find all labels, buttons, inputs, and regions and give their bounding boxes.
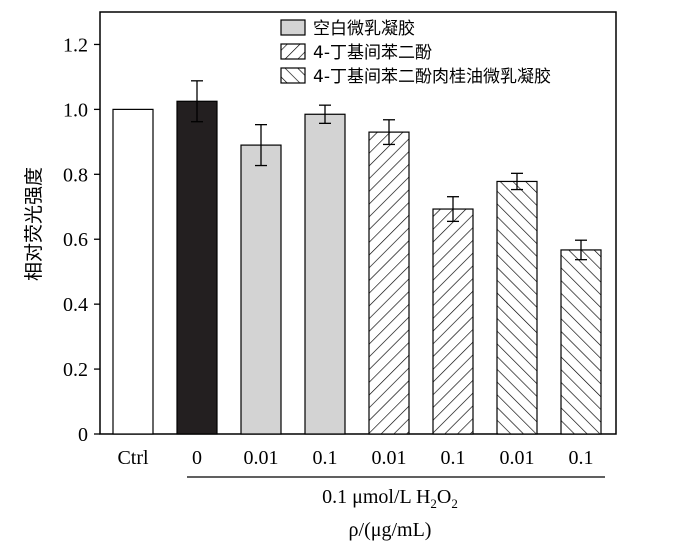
error-bars xyxy=(191,80,587,261)
error-bar-4 xyxy=(319,104,331,124)
plot-frame xyxy=(99,11,617,435)
y-axis: 0 0.2 0.4 0.6 0.8 1.0 1.2 xyxy=(63,34,100,446)
y-tick-label: 1.0 xyxy=(63,99,88,121)
y-tick-label: 0.4 xyxy=(63,294,88,316)
y-tick-label: 0.2 xyxy=(63,359,88,381)
y-axis-label: 相对荧光强度 xyxy=(23,167,45,281)
x-axis-label-treatment: 0.1 μmol/L H2O2 xyxy=(322,486,458,511)
bar-6 xyxy=(432,208,474,435)
x-axis-label-sub1: 2 xyxy=(430,496,437,511)
bar-1 xyxy=(112,108,154,435)
x-axis-label-unit: ρ/(μg/mL) xyxy=(349,519,432,541)
error-bar-8 xyxy=(575,239,587,261)
legend-label: 4-丁基间苯二酚肉桂油微乳凝胶 xyxy=(313,67,551,87)
legend-item: 4-丁基间苯二酚 xyxy=(280,43,432,63)
bar-2 xyxy=(176,100,218,435)
y-tick-label: 1.2 xyxy=(63,34,88,56)
legend: 空白微乳凝胶 4-丁基间苯二酚 4-丁基间苯二酚肉桂油微乳凝胶 xyxy=(280,19,551,87)
error-bar-3 xyxy=(255,123,267,167)
y-tick-label: 0.8 xyxy=(63,164,88,186)
error-bar-5 xyxy=(383,119,395,146)
y-tick-label: 0 xyxy=(78,424,88,446)
error-bar-7 xyxy=(511,172,523,191)
error-bar-6 xyxy=(447,196,459,223)
bar-4 xyxy=(304,113,346,435)
legend-item: 空白微乳凝胶 xyxy=(280,19,415,39)
bar-7 xyxy=(496,180,538,435)
x-tick-label: 0 xyxy=(192,447,202,469)
legend-label: 空白微乳凝胶 xyxy=(313,19,415,39)
legend-item: 4-丁基间苯二酚肉桂油微乳凝胶 xyxy=(280,67,551,87)
bar-3 xyxy=(240,144,282,435)
bar-5 xyxy=(368,131,410,435)
x-tick-label: 0.1 xyxy=(569,447,594,469)
y-tick-label: 0.6 xyxy=(63,229,88,251)
x-axis-label-sub2: 2 xyxy=(451,496,458,511)
x-axis-label-mid: O xyxy=(437,486,451,508)
bars xyxy=(112,100,602,435)
legend-swatch xyxy=(280,43,306,60)
x-tick-label: 0.01 xyxy=(372,447,407,469)
legend-label: 4-丁基间苯二酚 xyxy=(313,43,432,63)
legend-swatch xyxy=(280,67,306,84)
x-axis-label-prefix: 0.1 μmol/L H xyxy=(322,486,430,508)
plot-area-border xyxy=(99,11,617,435)
x-tick-label: 0.01 xyxy=(244,447,279,469)
x-tick-label: 0.1 xyxy=(313,447,338,469)
x-tick-label: Ctrl xyxy=(117,447,149,469)
x-tick-label: 0.01 xyxy=(500,447,535,469)
error-bar-2 xyxy=(191,80,203,123)
legend-swatch xyxy=(280,19,306,36)
bar-8 xyxy=(560,249,602,435)
x-tick-label: 0.1 xyxy=(441,447,466,469)
x-tick-labels: Ctrl 0 0.01 0.1 0.01 0.1 0.01 0.1 xyxy=(117,447,593,469)
